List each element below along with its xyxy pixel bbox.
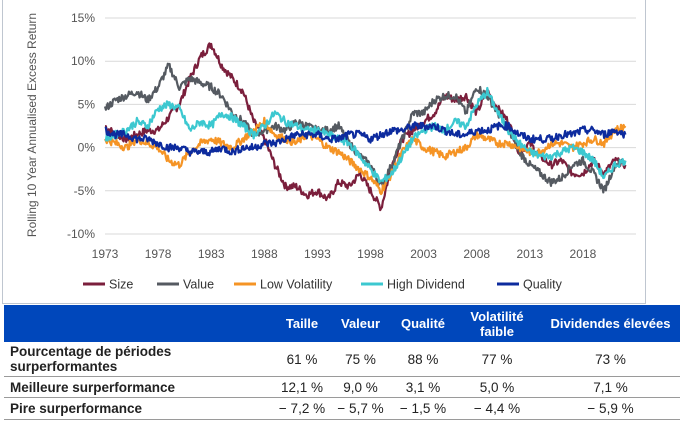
table-header-row: Taille Valeur Qualité Volatilité faible … (4, 305, 680, 342)
x-tick-label: 1983 (198, 247, 225, 261)
row-label: Pourcentage de périodes surperformantes (4, 342, 276, 377)
x-tick-label: 2008 (463, 247, 490, 261)
table-cell: 88 % (393, 342, 453, 377)
x-tick-label: 1978 (145, 247, 172, 261)
table-cell: 9,0 % (328, 376, 393, 398)
y-tick-label: -10% (67, 227, 95, 241)
y-tick-label: 15% (71, 11, 95, 25)
header-empty (4, 305, 276, 342)
row-label: Meilleure surperformance (4, 376, 276, 398)
table-cell: − 7,2 % (276, 397, 328, 420)
header-qualite: Qualité (393, 305, 453, 342)
table-cell: − 5,7 % (328, 397, 393, 420)
table-cell: − 1,5 % (393, 397, 453, 420)
y-tick-label: 0% (78, 141, 96, 155)
x-tick-label: 2003 (410, 247, 437, 261)
stats-table: Taille Valeur Qualité Volatilité faible … (4, 305, 680, 420)
y-tick-label: -5% (74, 184, 96, 198)
x-tick-label: 1993 (304, 247, 331, 261)
legend-label: Size (109, 278, 133, 292)
table-row: Meilleure surperformance 12,1 % 9,0 % 3,… (4, 376, 680, 398)
x-tick-label: 2013 (516, 247, 543, 261)
series-line-value (103, 62, 627, 194)
header-taille: Taille (276, 305, 328, 342)
legend-label: Low Volatility (260, 278, 333, 292)
series-line-high-dividend (104, 86, 627, 184)
table-row: Pire surperformance − 7,2 % − 5,7 % − 1,… (4, 397, 680, 420)
table-cell: − 4,4 % (453, 397, 541, 420)
header-volatilite-faible: Volatilité faible (453, 305, 541, 342)
series-line-quality (104, 121, 627, 157)
table-cell: 73 % (541, 342, 680, 377)
table-cell: 61 % (276, 342, 328, 377)
table-cell: 5,0 % (453, 376, 541, 398)
row-label: Pire surperformance (4, 397, 276, 420)
table-cell: − 5,9 % (541, 397, 680, 420)
x-tick-label: 1988 (251, 247, 278, 261)
header-valeur: Valeur (328, 305, 393, 342)
legend-label: Quality (523, 278, 563, 292)
series-line-size (104, 42, 627, 212)
x-tick-label: 1973 (92, 247, 119, 261)
y-tick-label: 10% (71, 54, 95, 68)
y-tick-label: 5% (78, 97, 96, 111)
table-cell: 7,1 % (541, 376, 680, 398)
line-chart: 15% 10% 5% 0% -5% -10% 1973 1978 1983 1988 1993 19… (25, 11, 636, 292)
table-cell: 75 % (328, 342, 393, 377)
header-dividendes-elevees: Dividendes élevées (541, 305, 680, 342)
legend-label: High Dividend (387, 278, 465, 292)
table-cell: 12,1 % (276, 376, 328, 398)
table-row: Pourcentage de périodes surperformantes … (4, 342, 680, 377)
x-tick-label: 1998 (357, 247, 384, 261)
table-cell: 3,1 % (393, 376, 453, 398)
table-cell: 77 % (453, 342, 541, 377)
x-tick-label: 2018 (570, 247, 597, 261)
y-axis-label: Rolling 10 Year Annualised Excess Return (25, 13, 39, 237)
legend-label: Value (183, 278, 214, 292)
